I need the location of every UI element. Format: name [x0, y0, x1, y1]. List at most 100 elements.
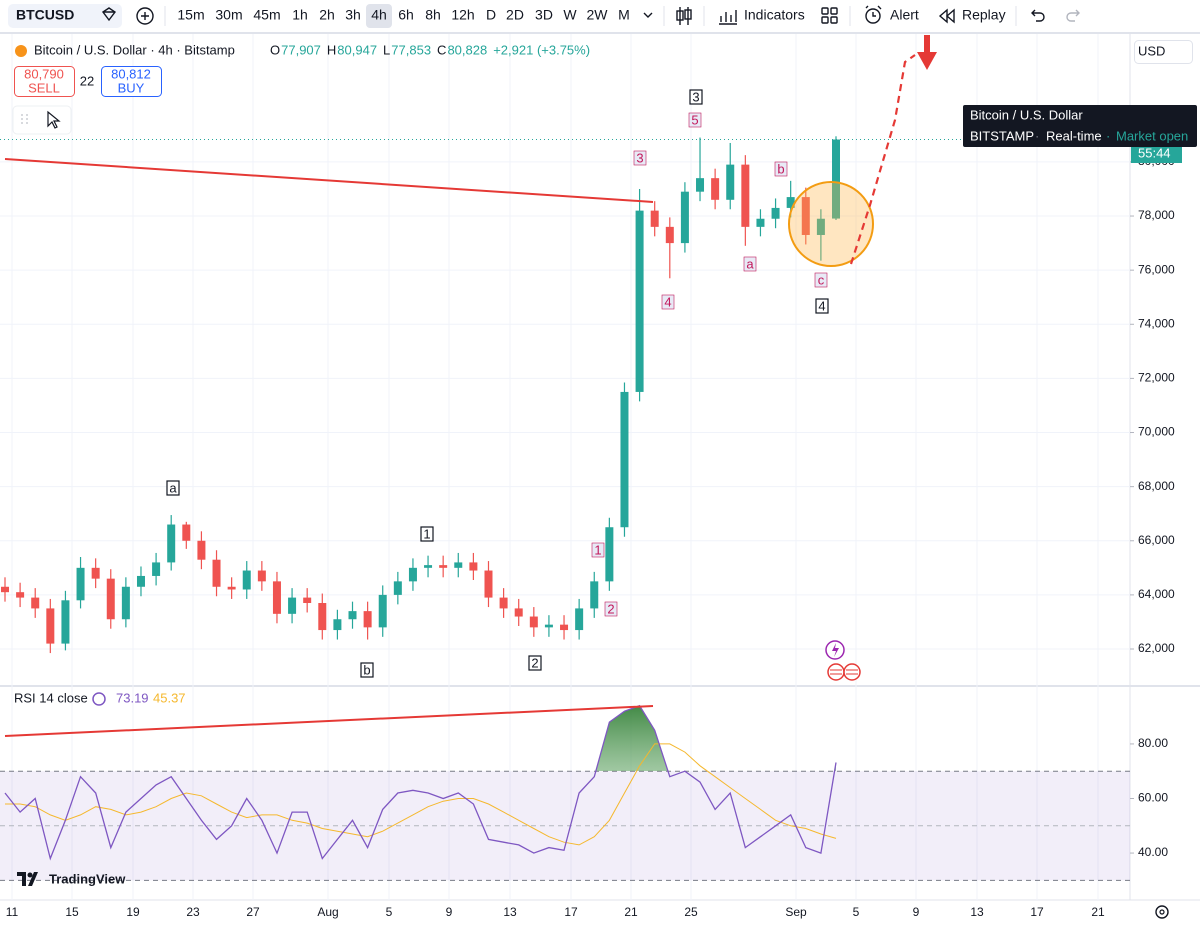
indicators-button[interactable]: Indicators	[744, 7, 805, 23]
currency[interactable]: USD	[1138, 43, 1165, 58]
rsi-settings-icon[interactable]	[92, 692, 106, 706]
interval-menu[interactable]	[643, 12, 653, 18]
tooltip-feed: Real-time	[1046, 128, 1102, 143]
candle-body	[469, 562, 478, 571]
sell-label[interactable]: SELL	[28, 80, 60, 95]
symbol[interactable]: BTCUSD	[16, 7, 74, 23]
interval-button[interactable]: 12h	[451, 7, 474, 23]
candle-body	[31, 597, 40, 609]
candle-body	[378, 594, 387, 628]
x-tick-label: 5	[853, 905, 860, 919]
candle-body	[212, 559, 221, 587]
rsi-overbought-fill	[595, 705, 836, 771]
trend-line	[4, 158, 654, 203]
y-tick-label: 70,000	[1138, 425, 1175, 439]
candle-body	[544, 624, 553, 628]
y-tick-label: 68,000	[1138, 479, 1175, 493]
rsi-title: RSI 14 close	[14, 690, 88, 705]
y-tick-label: 74,000	[1138, 316, 1175, 330]
x-tick-label: 13	[503, 905, 517, 919]
buy-label[interactable]: BUY	[118, 80, 145, 95]
x-tick-label: 17	[564, 905, 578, 919]
y-tick-label: 76,000	[1138, 262, 1175, 276]
countdown-tag	[1131, 145, 1182, 163]
series-title: Bitcoin / U.S. Dollar · 4h · Bitstamp	[34, 42, 235, 57]
interval-button[interactable]: 3h	[345, 7, 361, 23]
candle-body	[333, 619, 342, 631]
y-tick-label: 64,000	[1138, 587, 1175, 601]
x-tick-label: 27	[246, 905, 260, 919]
interval-button[interactable]: 1h	[292, 7, 308, 23]
wave-label: 1	[423, 526, 430, 541]
candle-body	[484, 570, 493, 598]
interval-button[interactable]: 30m	[215, 7, 242, 23]
x-tick-label: 11	[6, 905, 19, 919]
alert-button[interactable]: Alert	[890, 7, 919, 23]
diamond-icon[interactable]	[101, 7, 117, 22]
candle-body	[1, 586, 9, 593]
candle-body	[197, 540, 206, 560]
layout-button[interactable]	[821, 7, 838, 24]
x-tick-label: 13	[970, 905, 984, 919]
replay-button[interactable]: Replay	[962, 7, 1006, 23]
candle-body	[514, 608, 523, 617]
candle-body	[363, 611, 372, 628]
interval-button[interactable]: M	[618, 7, 630, 23]
candle-body	[605, 527, 614, 582]
interval-button[interactable]: 2D	[506, 7, 524, 23]
wave-label: 3	[692, 89, 699, 104]
rsi-pane: 40.00 60.00 80.00	[0, 704, 1168, 881]
interval-button[interactable]: 4h	[371, 7, 387, 23]
indicators-icon[interactable]	[719, 10, 737, 25]
interval-button[interactable]: D	[486, 7, 496, 23]
y-tick-label: 72,000	[1138, 371, 1175, 385]
redo-button[interactable]	[1066, 9, 1080, 22]
candle-body	[726, 164, 735, 200]
alert-icon[interactable]	[865, 5, 882, 24]
buy-button[interactable]	[101, 66, 162, 97]
undo-button[interactable]	[1031, 9, 1045, 22]
rsi-value: 73.19	[116, 690, 149, 705]
sell-price[interactable]: 80,790	[24, 66, 64, 81]
interval-button[interactable]: W	[563, 7, 577, 23]
interval-button[interactable]: 15m	[177, 7, 204, 23]
ohlc-label: L	[383, 42, 390, 57]
svg-text:·: ·	[1035, 128, 1039, 143]
x-tick-label: 19	[126, 905, 140, 919]
settings-button[interactable]	[1155, 905, 1169, 919]
candle-body	[91, 567, 100, 579]
wave-label: 4	[664, 294, 671, 309]
time-axis: 11 15 19 23 27 Aug 5 9 13 17 21 25 Sep 5 9 13 17 21	[6, 905, 1105, 919]
candle-body	[152, 562, 161, 576]
add-symbol[interactable]	[136, 7, 154, 25]
interval-button[interactable]: 6h	[398, 7, 414, 23]
candle-body	[454, 562, 463, 568]
candle-body	[696, 178, 705, 192]
wave-label-box	[528, 655, 542, 671]
currency-button[interactable]	[1134, 40, 1193, 64]
interval-button[interactable]: 45m	[253, 7, 280, 23]
interval-button[interactable]: 3D	[535, 7, 553, 23]
grid: 62,000 64,000 66,000 68,000 70,000 72,000 74,0…	[0, 34, 1175, 900]
interval-button[interactable]: 2h	[319, 7, 335, 23]
interval-button[interactable]: 2W	[587, 7, 609, 23]
symbol-box[interactable]	[8, 4, 122, 28]
drawing-toolbox[interactable]	[12, 105, 72, 135]
wave-label: 3	[636, 150, 643, 165]
x-tick-label: 9	[446, 905, 453, 919]
ohlc-value: 80,828	[447, 42, 487, 57]
candle-body	[408, 567, 417, 582]
replay-icon[interactable]	[938, 8, 955, 24]
buy-price[interactable]: 80,812	[111, 66, 151, 81]
event-icons[interactable]	[825, 640, 861, 681]
y-tick-label: 40.00	[1138, 845, 1168, 859]
candle-body	[303, 597, 312, 604]
sell-button[interactable]	[14, 66, 75, 97]
wave-label-box	[166, 480, 180, 496]
interval-button[interactable]: 8h	[425, 7, 441, 23]
candle-body	[560, 624, 569, 631]
candle-body	[680, 191, 689, 244]
rsi-line	[4, 704, 837, 861]
chart-type-button[interactable]	[676, 7, 692, 25]
brand-name: TradingView	[49, 871, 126, 886]
